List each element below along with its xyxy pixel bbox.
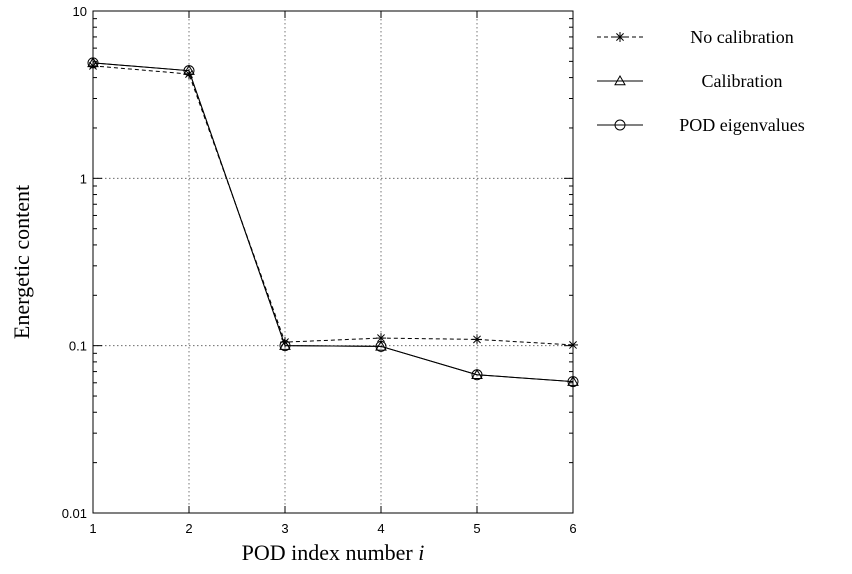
- legend-marker-circle: [614, 119, 626, 131]
- x-tick-label: 6: [569, 521, 576, 536]
- x-axis-label: POD index number i: [242, 540, 425, 565]
- data-point-circle: [471, 369, 483, 381]
- data-point-triangle: [375, 340, 387, 351]
- legend-marker-triangle: [614, 74, 626, 86]
- data-point-circle: [567, 376, 579, 388]
- y-tick-label: 0.1: [69, 339, 87, 354]
- data-point-circle: [375, 340, 387, 352]
- legend-label: Calibration: [702, 71, 783, 91]
- data-point-circle: [183, 65, 195, 77]
- legend-label: POD eigenvalues: [679, 115, 804, 135]
- data-point-circle: [87, 57, 99, 69]
- x-tick-label: 5: [473, 521, 480, 536]
- series-line-circle: [92, 62, 574, 383]
- y-tick-label: 1: [80, 171, 87, 186]
- data-point-triangle: [279, 339, 291, 350]
- plot-frame: [92, 10, 574, 514]
- x-axis-label-var: i: [418, 540, 424, 565]
- series-line-triangle: [92, 62, 574, 383]
- ticks: 1 2 3 4 5 6 0.01 0.1 1 10: [62, 4, 577, 536]
- data-point-asterisk: [472, 334, 482, 345]
- x-tick-label: 2: [185, 521, 192, 536]
- series: [87, 56, 579, 388]
- legend-marker-asterisk: [615, 32, 625, 42]
- legend: No calibration Calibration POD eigenvalues: [597, 27, 805, 135]
- data-point-circle: [279, 340, 291, 352]
- x-axis-label-text: POD index number: [242, 540, 419, 565]
- y-tick-label: 0.01: [62, 506, 87, 521]
- data-point-triangle: [87, 56, 99, 68]
- x-tick-label: 1: [89, 521, 96, 536]
- x-tick-label: 4: [377, 521, 384, 536]
- legend-label: No calibration: [690, 27, 793, 47]
- y-tick-label: 10: [73, 4, 87, 19]
- series-line-asterisk: [92, 65, 574, 346]
- data-point-asterisk: [568, 339, 578, 350]
- grid: [93, 11, 573, 513]
- y-axis-label: Energetic content: [9, 185, 34, 339]
- x-tick-label: 3: [281, 521, 288, 536]
